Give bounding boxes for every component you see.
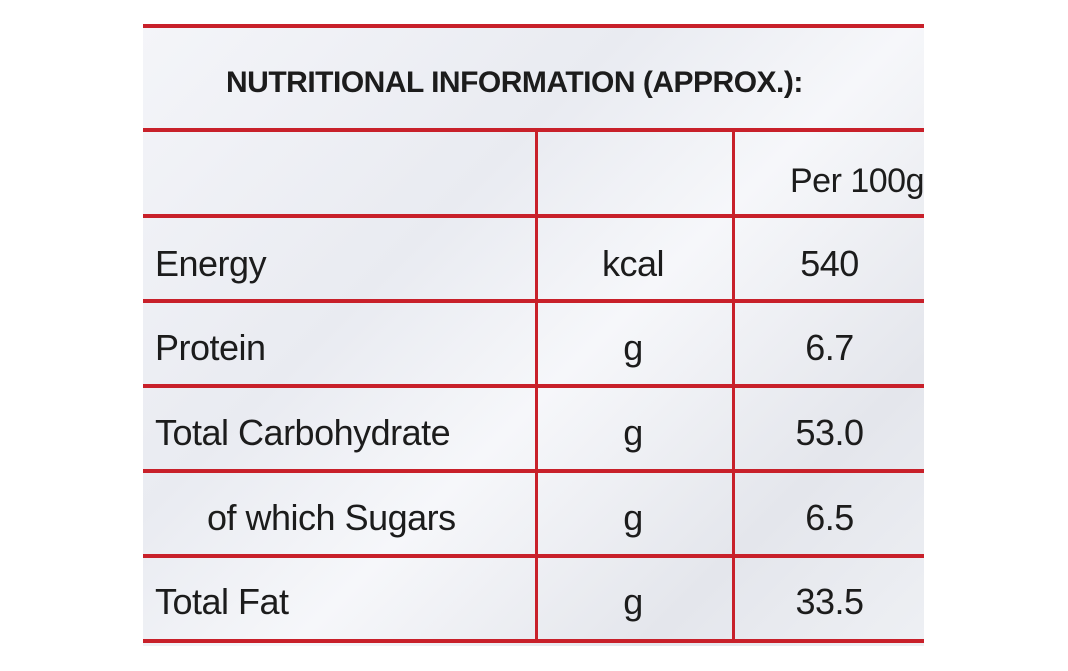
nutrient-energy: Energy (155, 243, 267, 284)
rule-protein-bottom (143, 384, 924, 388)
rule-energy-bottom (143, 299, 924, 303)
column-divider-1 (535, 128, 538, 643)
nutrition-label: NUTRITIONAL INFORMATION (APPROX.): Per 1… (143, 24, 924, 646)
rule-header-bottom (143, 214, 924, 218)
unit-sugars: g (623, 497, 643, 538)
rule-title-bottom (143, 128, 924, 132)
bottom-rule (143, 639, 924, 643)
nutrient-sugars: of which Sugars (207, 497, 456, 538)
header-per-100g: Per 100g (790, 162, 924, 200)
top-rule (143, 24, 924, 28)
rule-carbohydrate-bottom (143, 469, 924, 473)
unit-protein: g (623, 327, 643, 368)
value-total-fat: 33.5 (795, 581, 864, 622)
value-protein: 6.7 (805, 327, 854, 368)
nutrient-protein: Protein (155, 327, 266, 368)
value-total-carbohydrate: 53.0 (795, 412, 864, 453)
nutrient-total-fat: Total Fat (155, 581, 289, 622)
unit-energy: kcal (601, 243, 665, 284)
unit-total-carbohydrate: g (623, 412, 643, 453)
unit-total-fat: g (623, 581, 643, 622)
value-energy: 540 (800, 243, 859, 284)
label-title: NUTRITIONAL INFORMATION (APPROX.): (226, 66, 803, 99)
value-sugars: 6.5 (805, 497, 854, 538)
column-divider-2 (732, 128, 735, 643)
rule-sugars-bottom (143, 554, 924, 558)
nutrient-total-carbohydrate: Total Carbohydrate (155, 412, 451, 453)
